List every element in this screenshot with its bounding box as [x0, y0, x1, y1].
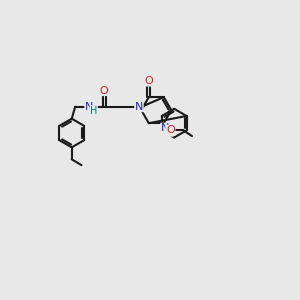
Text: H: H [166, 126, 173, 136]
Text: N: N [85, 102, 93, 112]
Text: O: O [166, 125, 175, 135]
Text: O: O [144, 76, 153, 86]
Text: N: N [161, 123, 169, 133]
Text: H: H [90, 106, 98, 116]
Text: O: O [100, 85, 109, 95]
Text: N: N [135, 102, 143, 112]
